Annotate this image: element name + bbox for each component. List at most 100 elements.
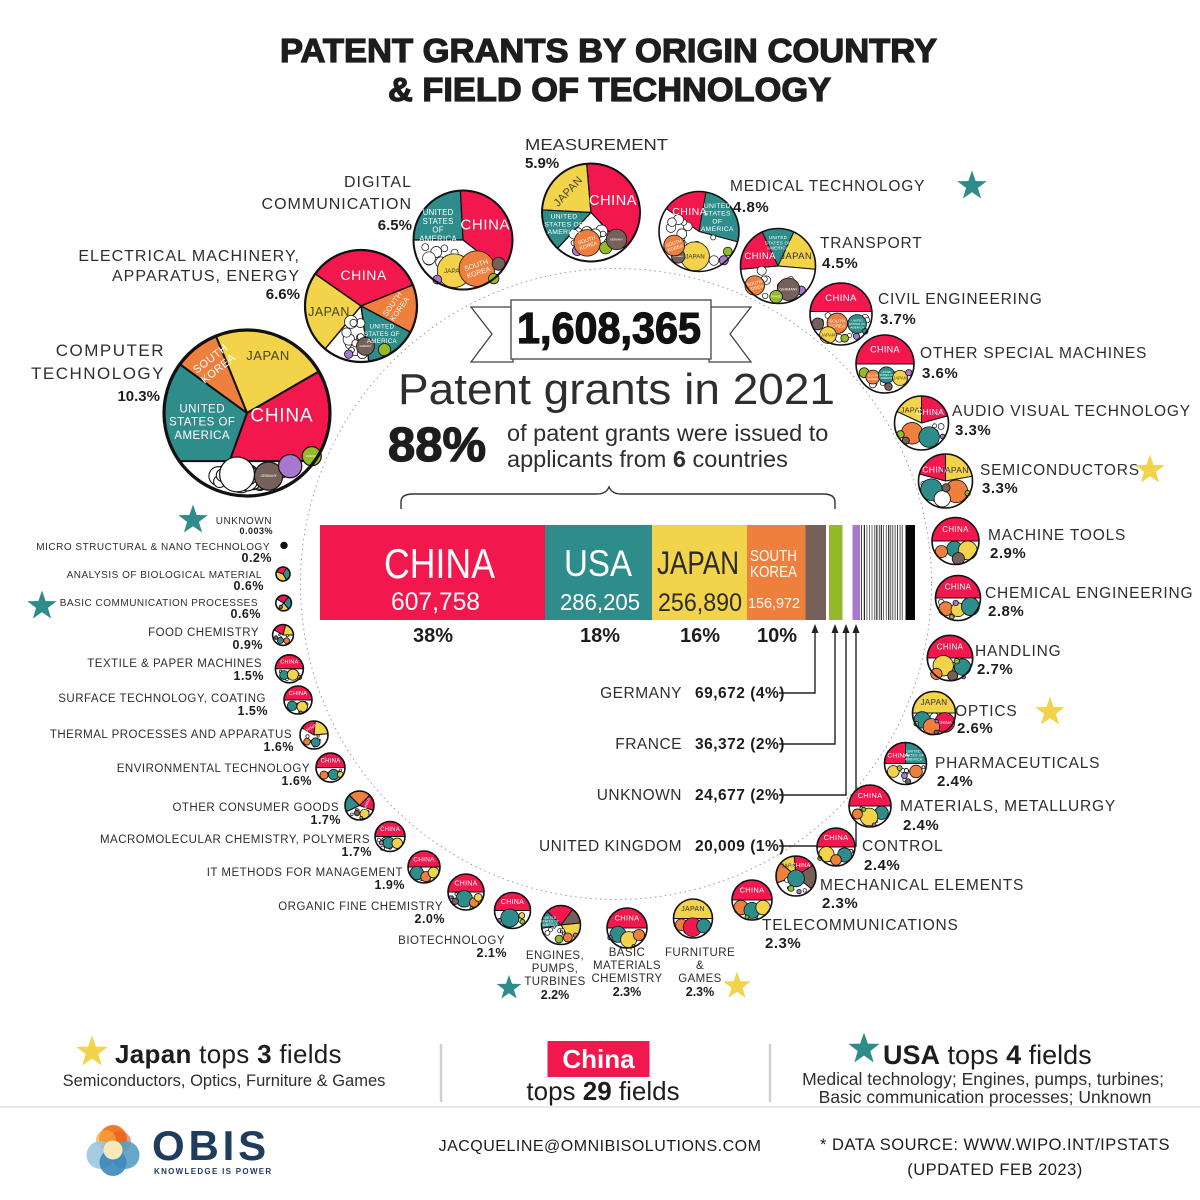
svg-text:CHINA: CHINA: [460, 217, 510, 234]
svg-text:CHINA: CHINA: [922, 464, 950, 474]
svg-text:GERMANY: GERMANY: [673, 255, 684, 258]
svg-text:JAPAN: JAPAN: [893, 375, 907, 380]
svg-text:3.7%: 3.7%: [880, 311, 916, 328]
svg-text:CHINA: CHINA: [945, 583, 972, 592]
svg-text:2.3%: 2.3%: [686, 985, 715, 999]
svg-text:CONTROL: CONTROL: [862, 838, 943, 855]
svg-text:JACQUELINE@OMNIBISOLUTIONS.COM: JACQUELINE@OMNIBISOLUTIONS.COM: [439, 1138, 762, 1155]
svg-text:MEDICAL TECHNOLOGY: MEDICAL TECHNOLOGY: [730, 178, 925, 195]
svg-text:1.7%: 1.7%: [311, 813, 342, 827]
svg-text:& FIELD OF TECHNOLOGY: & FIELD OF TECHNOLOGY: [388, 71, 831, 108]
svg-text:ANALYSIS OF BIOLOGICAL MATERIA: ANALYSIS OF BIOLOGICAL MATERIAL: [67, 570, 262, 581]
svg-text:JAPAN: JAPAN: [780, 251, 812, 262]
svg-text:TRANSPORT: TRANSPORT: [820, 235, 923, 252]
svg-text:CHINA: CHINA: [916, 407, 944, 417]
svg-text:ORGANIC FINE CHEMISTRY: ORGANIC FINE CHEMISTRY: [278, 901, 443, 913]
svg-text:MACHINE TOOLS: MACHINE TOOLS: [988, 527, 1126, 544]
svg-text:CHINA: CHINA: [589, 193, 637, 209]
svg-text:SOUTHKOREA: SOUTHKOREA: [665, 238, 684, 253]
svg-text:China: China: [562, 1044, 635, 1074]
svg-text:CHINA: CHINA: [825, 293, 857, 304]
svg-text:COMMUNICATION: COMMUNICATION: [262, 196, 412, 213]
svg-text:CHINA: CHINA: [744, 251, 776, 262]
svg-text:2.3%: 2.3%: [765, 935, 801, 952]
svg-text:Medical technology; Engines, p: Medical technology; Engines, pumps, turb…: [802, 1069, 1164, 1089]
svg-text:FURNITURE&GAMES: FURNITURE & GAMES: [665, 947, 735, 985]
svg-text:JAPAN: JAPAN: [685, 253, 704, 260]
svg-text:JAPAN: JAPAN: [308, 305, 350, 319]
svg-text:TEXTILE & PAPER MACHINES: TEXTILE & PAPER MACHINES: [87, 658, 262, 670]
svg-text:2.4%: 2.4%: [864, 857, 900, 874]
svg-text:COMPUTER: COMPUTER: [56, 341, 165, 360]
svg-text:JAPAN: JAPAN: [246, 348, 290, 363]
svg-text:GERMANY: GERMANY: [600, 685, 682, 702]
svg-text:* DATA SOURCE: WWW.WIPO.INT/I: * DATA SOURCE: WWW.WIPO.INT/IPSTATS: [820, 1136, 1170, 1154]
svg-text:FRANCE: FRANCE: [771, 296, 781, 299]
svg-text:CHEMICAL ENGINEERING: CHEMICAL ENGINEERING: [985, 585, 1193, 602]
svg-text:CHINA: CHINA: [791, 863, 810, 869]
svg-text:MEASUREMENT: MEASUREMENT: [525, 137, 668, 154]
svg-text:GERMANY: GERMANY: [261, 474, 278, 478]
svg-text:1.6%: 1.6%: [282, 774, 313, 788]
svg-text:69,672 (4%): 69,672 (4%): [695, 685, 785, 702]
svg-text:CHINA: CHINA: [870, 345, 900, 355]
svg-text:CHINA: CHINA: [321, 758, 341, 764]
svg-text:KNOWLEDGE IS POWER: KNOWLEDGE IS POWER: [154, 1167, 273, 1176]
svg-text:CHINA: CHINA: [454, 880, 477, 887]
svg-text:CIVIL ENGINEERING: CIVIL ENGINEERING: [878, 291, 1043, 308]
svg-text:2.3%: 2.3%: [822, 895, 858, 912]
svg-text:1.5%: 1.5%: [234, 669, 265, 683]
svg-text:BIOTECHNOLOGY: BIOTECHNOLOGY: [398, 935, 505, 947]
svg-text:THERMAL PROCESSES AND APPARATU: THERMAL PROCESSES AND APPARATUS: [50, 729, 292, 741]
svg-text:SOUTH: SOUTH: [750, 548, 797, 565]
svg-text:Japan tops 3 fields: Japan tops 3 fields: [115, 1039, 342, 1069]
svg-text:KOREA: KOREA: [750, 564, 798, 581]
svg-text:tops 29 fields: tops 29 fields: [526, 1076, 679, 1106]
svg-text:4.5%: 4.5%: [822, 255, 858, 272]
svg-text:CHINA: CHINA: [362, 797, 371, 812]
svg-text:JAPAN: JAPAN: [940, 465, 968, 475]
svg-text:JAPAN: JAPAN: [444, 268, 465, 275]
svg-text:CHINA: CHINA: [289, 691, 307, 697]
svg-text:MACROMOLECULAR CHEMISTRY, POL: MACROMOLECULAR CHEMISTRY, POLYMERS: [100, 834, 370, 846]
svg-text:CHINA: CHINA: [250, 405, 313, 426]
svg-text:SURFACE TECHNOLOGY, COATING: SURFACE TECHNOLOGY, COATING: [58, 693, 266, 705]
svg-text:OBIS: OBIS: [152, 1122, 270, 1169]
svg-text:0.6%: 0.6%: [231, 607, 262, 621]
svg-text:GERMANY: GERMANY: [779, 288, 798, 292]
svg-text:CHINA: CHINA: [413, 856, 435, 863]
svg-text:BASIC COMMUNICATION PROCESSES: BASIC COMMUNICATION PROCESSES: [60, 598, 258, 609]
svg-text:DIGITAL: DIGITAL: [344, 174, 412, 191]
svg-text:CHINA: CHINA: [937, 642, 964, 651]
svg-text:JAPAN: JAPAN: [921, 698, 948, 707]
svg-text:UNITED KINGDOM: UNITED KINGDOM: [539, 838, 682, 855]
svg-text:MATERIALS, METALLURGY: MATERIALS, METALLURGY: [900, 798, 1116, 815]
svg-text:GERMANY: GERMANY: [359, 345, 371, 348]
svg-text:0.9%: 0.9%: [233, 638, 264, 652]
svg-text:CHINA: CHINA: [858, 791, 883, 800]
svg-text:2.0%: 2.0%: [415, 912, 446, 926]
svg-text:5.9%: 5.9%: [525, 155, 559, 172]
svg-text:IT METHODS FOR MANAGEMENT: IT METHODS FOR MANAGEMENT: [207, 867, 403, 879]
svg-text:JAPAN: JAPAN: [821, 333, 835, 338]
svg-text:CHINA: CHINA: [672, 206, 707, 218]
svg-text:CHINA: CHINA: [615, 914, 640, 923]
svg-text:1.9%: 1.9%: [375, 878, 406, 892]
svg-text:GERMANY: GERMANY: [610, 237, 623, 241]
svg-text:1.5%: 1.5%: [238, 704, 269, 718]
svg-text:ELECTRICAL MACHINERY,: ELECTRICAL MACHINERY,: [78, 248, 300, 265]
svg-text:6.6%: 6.6%: [266, 286, 300, 303]
svg-text:6.5%: 6.5%: [378, 217, 412, 234]
svg-text:ENGINES,PUMPS,TURBINES: ENGINES, PUMPS, TURBINES: [524, 950, 585, 988]
svg-text:of patent grants were issued t: of patent grants were issued to: [507, 420, 828, 446]
svg-text:SEMICONDUCTORS: SEMICONDUCTORS: [980, 462, 1140, 479]
